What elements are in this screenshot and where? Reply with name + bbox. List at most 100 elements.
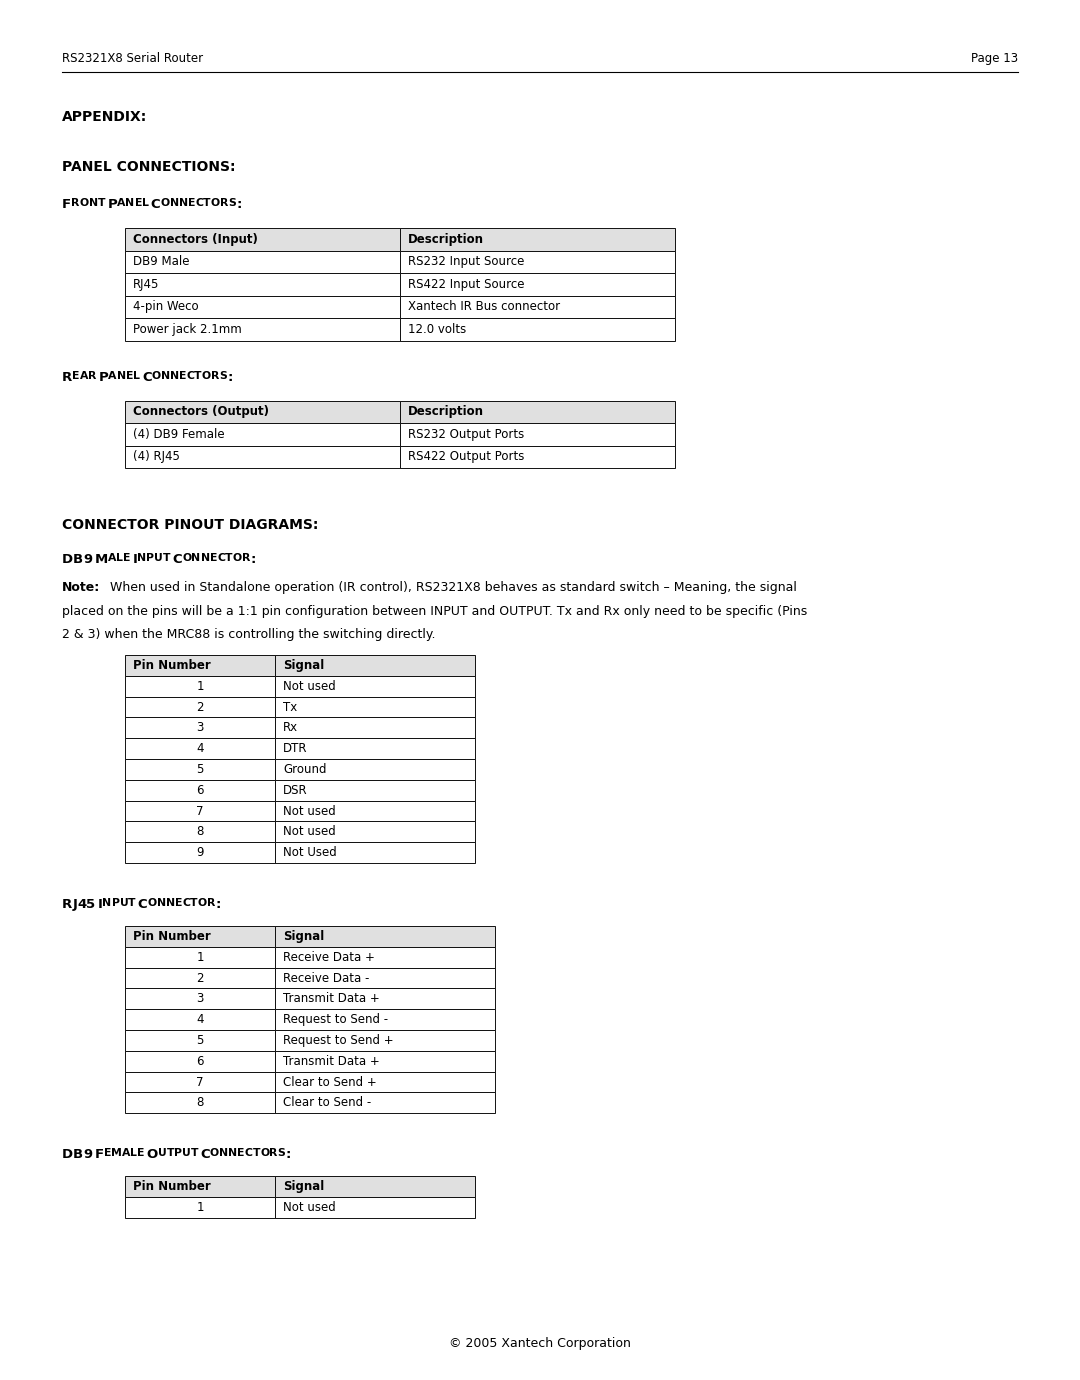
Bar <box>125 676 275 697</box>
Text: Not Used: Not Used <box>283 846 337 860</box>
Bar <box>125 1009 275 1029</box>
Text: O: O <box>210 1148 219 1158</box>
Text: Not used: Not used <box>283 680 336 693</box>
Text: APPENDIX:: APPENDIX: <box>62 110 147 124</box>
Text: 3: 3 <box>197 992 204 1005</box>
Text: N: N <box>165 898 175 908</box>
Text: S: S <box>219 370 227 381</box>
Bar <box>125 446 400 468</box>
Text: N: N <box>170 197 179 208</box>
Text: Pin Number: Pin Number <box>133 1180 211 1194</box>
Text: Signal: Signal <box>283 658 324 672</box>
Bar <box>275 1093 495 1114</box>
Text: E: E <box>137 1148 145 1158</box>
Bar <box>125 1050 275 1072</box>
Text: E: E <box>179 370 187 381</box>
Bar <box>125 273 400 295</box>
Text: R: R <box>62 370 72 384</box>
Text: R: R <box>211 370 219 381</box>
Bar <box>400 424 675 446</box>
Bar <box>125 400 400 424</box>
Text: 4: 4 <box>77 898 86 911</box>
Text: N: N <box>125 197 135 208</box>
Text: D: D <box>62 1148 73 1161</box>
Text: T: T <box>163 553 171 563</box>
Text: T: T <box>190 898 198 908</box>
Text: 2 & 3) when the MRC88 is controlling the switching directly.: 2 & 3) when the MRC88 is controlling the… <box>62 628 435 640</box>
Text: A: A <box>80 370 87 381</box>
Text: Transmit Data +: Transmit Data + <box>283 992 380 1005</box>
Text: I: I <box>133 553 137 566</box>
Text: T: T <box>225 553 232 563</box>
Text: F: F <box>94 1148 104 1161</box>
Text: 1: 1 <box>197 680 204 693</box>
Text: Signal: Signal <box>283 1180 324 1194</box>
Text: J: J <box>72 898 77 911</box>
Text: O: O <box>232 553 242 563</box>
Text: P: P <box>111 898 120 908</box>
Text: P: P <box>107 197 117 211</box>
Text: P: P <box>174 1148 183 1158</box>
Text: O: O <box>151 370 161 381</box>
Text: N: N <box>191 553 201 563</box>
Text: Receive Data +: Receive Data + <box>283 951 375 963</box>
Bar <box>275 1072 495 1093</box>
Text: RJ45: RJ45 <box>133 277 160 291</box>
Bar <box>125 967 275 988</box>
Text: U: U <box>154 553 163 563</box>
Bar <box>125 821 275 842</box>
Text: E: E <box>123 553 131 563</box>
Text: P: P <box>98 370 108 384</box>
Text: Transmit Data +: Transmit Data + <box>283 1054 380 1068</box>
Text: 8: 8 <box>197 1096 204 1110</box>
Text: E: E <box>125 370 133 381</box>
Bar <box>125 738 275 759</box>
Bar <box>125 424 400 446</box>
Text: C: C <box>245 1148 253 1158</box>
Text: (4) RJ45: (4) RJ45 <box>133 450 180 464</box>
Text: M: M <box>111 1148 122 1158</box>
Text: M: M <box>94 553 108 566</box>
Text: Xantech IR Bus connector: Xantech IR Bus connector <box>408 301 561 313</box>
Text: 3: 3 <box>197 722 204 734</box>
Text: N: N <box>161 370 170 381</box>
Text: 9: 9 <box>83 553 93 566</box>
Text: E: E <box>210 553 217 563</box>
Text: L: L <box>131 1148 137 1158</box>
Text: Connectors (Input): Connectors (Input) <box>133 233 258 246</box>
Text: 9: 9 <box>83 1148 93 1161</box>
Bar <box>125 1196 275 1217</box>
Text: I: I <box>97 898 103 911</box>
Text: DSR: DSR <box>283 784 308 796</box>
Text: Not used: Not used <box>283 1201 336 1214</box>
Text: A: A <box>108 553 116 563</box>
Text: Pin Number: Pin Number <box>133 658 211 672</box>
Text: 5: 5 <box>86 898 95 911</box>
Text: Request to Send -: Request to Send - <box>283 1013 388 1027</box>
Text: N: N <box>228 1148 238 1158</box>
Text: U: U <box>183 1148 191 1158</box>
Text: 2: 2 <box>197 972 204 984</box>
Text: A: A <box>117 197 125 208</box>
Bar <box>125 718 275 738</box>
Text: N: N <box>179 197 188 208</box>
Bar <box>125 317 400 341</box>
Text: O: O <box>198 898 207 908</box>
Text: N: N <box>137 553 147 563</box>
Bar <box>125 1072 275 1093</box>
Text: Connectors (Output): Connectors (Output) <box>133 406 269 418</box>
Bar <box>125 1176 275 1196</box>
Bar <box>275 1196 475 1217</box>
Bar <box>125 228 400 251</box>
Text: O: O <box>80 197 89 208</box>
Text: Note:: Note: <box>62 581 100 593</box>
Bar <box>275 800 475 821</box>
Bar <box>400 251 675 273</box>
Bar <box>125 656 275 676</box>
Text: C: C <box>141 370 151 384</box>
Bar <box>125 251 400 273</box>
Text: 4: 4 <box>197 1013 204 1027</box>
Text: C: C <box>200 1148 210 1161</box>
Text: B: B <box>73 1148 83 1161</box>
Text: placed on the pins will be a 1:1 pin configuration between INPUT and OUTPUT. Tx : placed on the pins will be a 1:1 pin con… <box>62 604 807 617</box>
